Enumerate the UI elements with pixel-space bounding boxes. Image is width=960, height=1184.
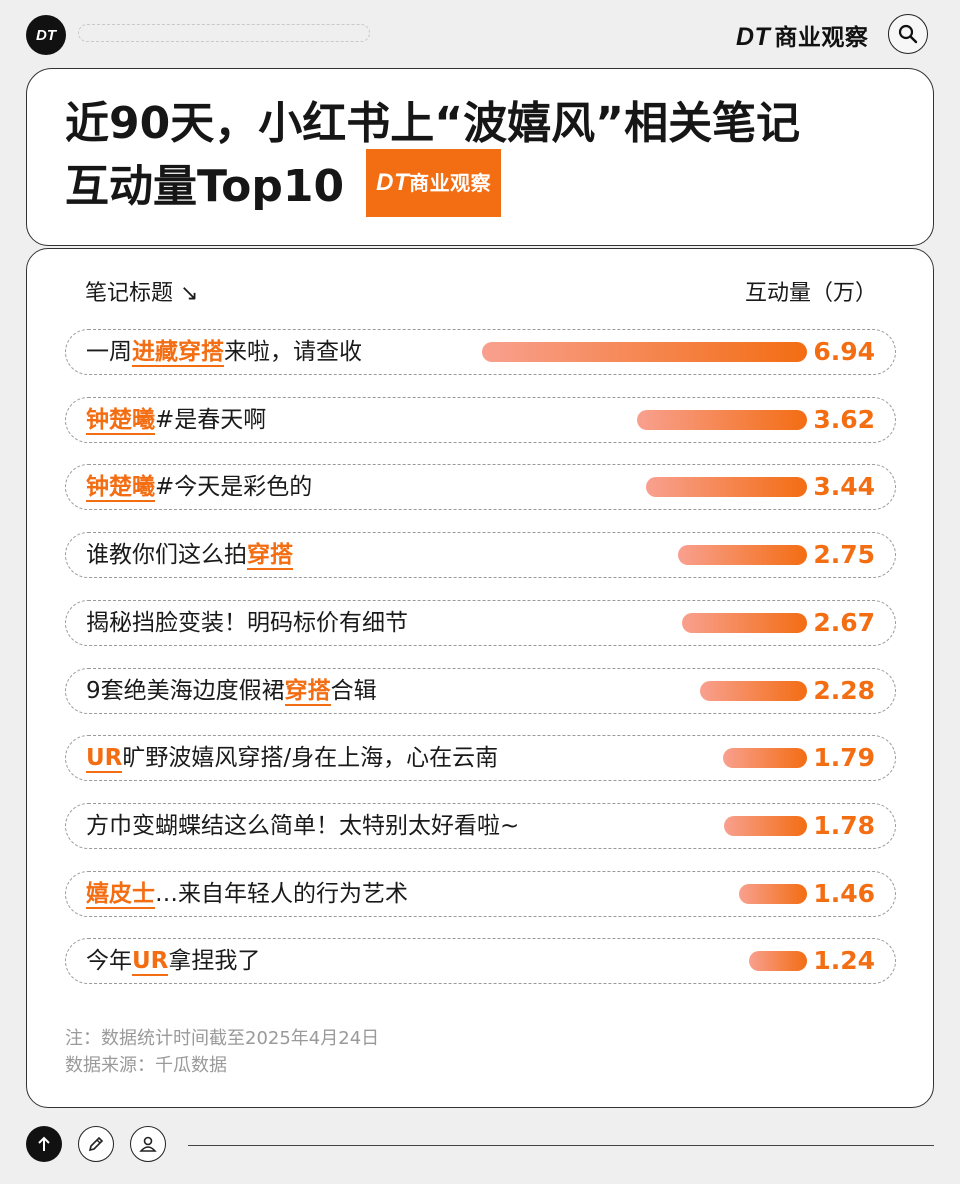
label-text: #今天是彩色的 (155, 474, 313, 501)
label-text: #是春天啊 (155, 406, 267, 433)
bar (482, 342, 807, 362)
dt-logo[interactable]: DT (26, 15, 66, 55)
bar-category-label: 方巾变蝴蝶结这么简单！太特别太好看啦~ (86, 811, 519, 841)
label-highlight: UR (132, 948, 169, 977)
bar-category-label: 今年UR拿捏我了 (86, 946, 261, 977)
label-text: 一周 (86, 339, 132, 365)
dt-tag: DT商业观察 (366, 149, 502, 217)
bar-value-label: 1.24 (813, 946, 875, 976)
bar-row: 方巾变蝴蝶结这么简单！太特别太好看啦~ 1.78 (65, 802, 896, 849)
brand-name: 商业观察 (774, 25, 869, 51)
scroll-top-button[interactable] (26, 1126, 62, 1162)
bar (637, 409, 807, 430)
label-text: 谁教你们这么拍 (86, 542, 247, 569)
label-highlight: UR (86, 745, 123, 774)
bar-value-label: 3.44 (813, 472, 875, 502)
bar-value-label: 1.46 (813, 878, 875, 908)
user-icon (139, 1136, 157, 1152)
bar-row: 嬉皮士…来自年轻人的行为艺术 1.46 (65, 870, 896, 917)
bar-row: 钟楚曦#今天是彩色的 3.44 (65, 464, 896, 511)
bar-category-label: 谁教你们这么拍穿搭 (86, 540, 293, 571)
pencil-icon (88, 1136, 104, 1152)
top-bar: DT DT 商业观察 (0, 0, 960, 64)
label-text: 9套绝美海边度假裙 (86, 677, 285, 704)
label-highlight: 穿搭 (284, 677, 331, 706)
bar-row: 9套绝美海边度假裙穿搭合辑 2.28 (65, 667, 896, 714)
tag-dt: DT (376, 169, 410, 196)
bar (645, 477, 807, 498)
bottom-toolbar (0, 1112, 960, 1184)
bar-value-label: 2.67 (813, 607, 875, 637)
arrow-up-icon (38, 1136, 50, 1151)
label-text: 今年 (86, 948, 132, 975)
label-text: 拿捏我了 (168, 948, 261, 975)
page-title: 近90天，小红书上“波嬉风”相关笔记 互动量Top10 DT商业观察 (65, 93, 800, 223)
bar-category-label: 嬉皮士…来自年轻人的行为艺术 (86, 879, 408, 909)
bar-value-label: 1.79 (813, 743, 875, 773)
bar-row: 谁教你们这么拍穿搭 2.75 (65, 532, 896, 579)
bar-category-label: UR旷野波嬉风穿搭/身在上海，心在云南 (86, 743, 499, 774)
label-highlight: 嬉皮士 (86, 880, 155, 909)
dashed-address-bar (78, 24, 370, 42)
bar-category-label: 9套绝美海边度假裙穿搭合辑 (86, 676, 377, 706)
bar (738, 883, 807, 904)
data-source: 数据来源：千瓜数据 (65, 1055, 227, 1076)
label-text: 合辑 (330, 677, 377, 704)
bar-row: 揭秘挡脸变装！明码标价有细节 2.67 (65, 599, 896, 646)
brand-wordmark: DT 商业观察 (736, 18, 868, 52)
bar-value-label: 6.94 (813, 337, 875, 366)
column-header-value: 互动量（万） (744, 281, 877, 306)
bar-row: 钟楚曦#是春天啊 3.62 (65, 396, 896, 443)
title-line-2-text: 互动量Top10 (65, 161, 345, 212)
label-highlight: 进藏穿搭 (132, 339, 224, 367)
bar-category-label: 揭秘挡脸变装！明码标价有细节 (86, 608, 408, 638)
title-line-1: 近90天，小红书上“波嬉风”相关笔记 (65, 98, 801, 149)
bar-row: UR旷野波嬉风穿搭/身在上海，心在云南 1.79 (65, 735, 896, 782)
label-highlight: 穿搭 (247, 542, 293, 571)
bar-value-label: 2.28 (813, 675, 875, 705)
title-card: 近90天，小红书上“波嬉风”相关笔记 互动量Top10 DT商业观察 (26, 68, 934, 246)
label-text: 揭秘挡脸变装！明码标价有细节 (86, 609, 408, 636)
date-note: 注：数据统计时间截至2025年4月24日 (65, 1028, 380, 1049)
bar-value-label: 1.78 (813, 810, 875, 840)
title-line-2: 互动量Top10 DT商业观察 (65, 149, 800, 223)
label-text: …来自年轻人的行为艺术 (155, 880, 408, 907)
bar-category-label: 钟楚曦#今天是彩色的 (86, 472, 313, 503)
search-button[interactable] (888, 14, 928, 54)
chart-card: 笔记标题 ↘ 互动量（万） 一周进藏穿搭来啦，请查收 6.94 钟楚曦#是春天啊 3.… (26, 248, 934, 1108)
label-text: 来啦，请查收 (224, 339, 362, 365)
label-highlight: 钟楚曦 (86, 474, 155, 503)
label-highlight: 钟楚曦 (86, 406, 155, 435)
bar-row: 一周进藏穿搭来啦，请查收 6.94 (65, 329, 896, 375)
bar (723, 815, 807, 836)
bar-row: 今年UR拿捏我了 1.24 (65, 938, 896, 985)
bar (748, 951, 807, 972)
brand-dt: DT (736, 23, 771, 51)
bar-category-label: 一周进藏穿搭来啦，请查收 (86, 337, 362, 367)
tag-text: 商业观察 (409, 171, 492, 195)
bar (700, 680, 807, 701)
search-icon (898, 24, 918, 44)
bar (681, 612, 807, 633)
bar-category-label: 钟楚曦#是春天啊 (86, 405, 266, 435)
bar (678, 545, 807, 566)
bottom-divider (188, 1145, 934, 1146)
bar-value-label: 2.75 (813, 540, 875, 570)
profile-button[interactable] (130, 1126, 166, 1162)
footnote: 注：数据统计时间截至2025年4月24日 数据来源：千瓜数据 (65, 1025, 379, 1079)
bar-value-label: 3.62 (813, 404, 875, 434)
bar (723, 748, 807, 769)
column-header-title: 笔记标题 ↘ (85, 281, 199, 306)
edit-button[interactable] (78, 1126, 114, 1162)
label-text: 方巾变蝴蝶结这么简单！太特别太好看啦~ (86, 812, 520, 839)
label-text: 旷野波嬉风穿搭/身在上海，心在云南 (122, 745, 499, 772)
